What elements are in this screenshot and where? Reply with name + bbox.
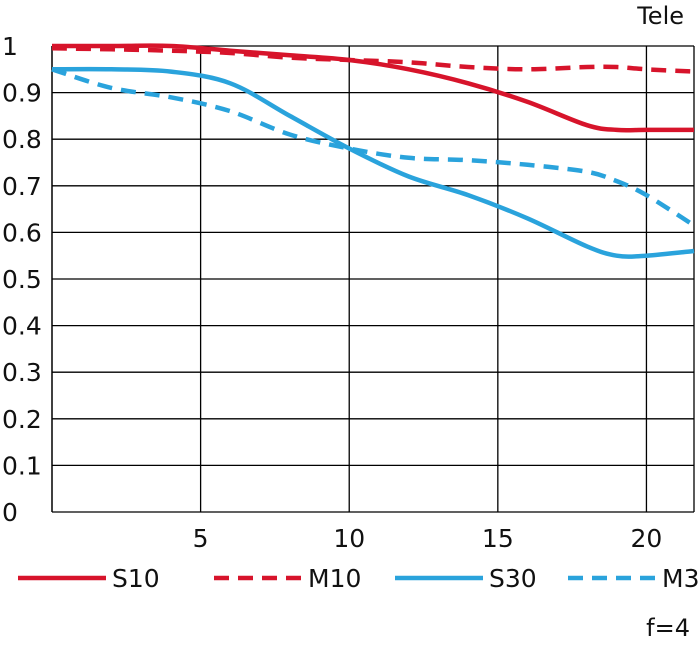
y-tick-label: 1 — [2, 32, 18, 61]
legend-label-m30: M30 — [662, 564, 700, 593]
y-tick-label: 0.6 — [2, 218, 42, 247]
legend-label-s10: S10 — [112, 564, 160, 593]
y-tick-label: 0 — [2, 498, 18, 527]
aperture-annotation: f=4 — [646, 614, 690, 642]
x-tick-label: 10 — [333, 524, 365, 553]
y-tick-label: 0.1 — [2, 451, 42, 480]
y-tick-label: 0.9 — [2, 79, 42, 108]
y-tick-label: 0.5 — [2, 265, 42, 294]
y-tick-label: 0.4 — [2, 312, 42, 341]
legend: S10 M10 S30 M30 — [18, 564, 700, 593]
chart-title: Tele — [637, 2, 684, 30]
grid — [51, 45, 695, 513]
legend-label-m10: M10 — [308, 564, 361, 593]
y-tick-label: 0.2 — [2, 405, 42, 434]
series-line-s30 — [51, 66, 695, 259]
y-tick-label: 0.3 — [2, 358, 42, 387]
series-lines — [51, 43, 696, 259]
y-tick-label: 0.7 — [2, 172, 42, 201]
x-tick-label: 20 — [631, 524, 663, 553]
y-tick-label: 0.8 — [2, 125, 42, 154]
x-tick-label: 5 — [193, 524, 209, 553]
legend-label-s30: S30 — [489, 564, 537, 593]
x-tick-label: 15 — [482, 524, 514, 553]
series-line-m30 — [51, 67, 696, 228]
series-line-s10 — [52, 43, 694, 133]
axis-tick-labels: 00.10.20.30.40.50.60.70.80.915 10 15 20 — [2, 32, 662, 553]
series-line-m10 — [51, 46, 695, 74]
